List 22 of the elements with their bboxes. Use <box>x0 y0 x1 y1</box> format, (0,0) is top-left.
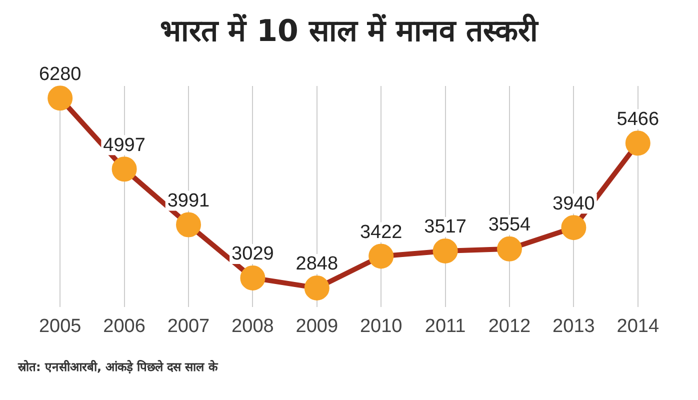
x-tick-label: 2007 <box>167 316 210 337</box>
text: स्रोत: एनसीआरबी, आंकड़े पिछले दस साल के <box>18 359 220 375</box>
x-tick-label: 2006 <box>103 316 146 337</box>
data-label: 3029 <box>232 244 274 265</box>
x-tick-label: 2009 <box>296 316 338 337</box>
data-label: 3940 <box>552 193 595 214</box>
x-tick-label: 2012 <box>488 316 531 337</box>
data-label: 3554 <box>488 214 532 236</box>
data-label: 3422 <box>360 222 402 243</box>
data-label: 4997 <box>103 134 146 156</box>
x-tick-label: 2011 <box>424 316 466 337</box>
data-label: 6280 <box>38 64 82 85</box>
x-tick-label: 2008 <box>232 316 274 337</box>
data-label: 5466 <box>616 108 660 130</box>
x-tick-label: 2010 <box>360 316 402 337</box>
x-tick-label: 2005 <box>38 316 82 337</box>
data-label: 3991 <box>167 190 210 212</box>
data-label: 2848 <box>296 254 338 275</box>
x-tick-label: 2013 <box>552 316 595 337</box>
data-label: 3517 <box>424 216 466 238</box>
chart-title: भारत में 10 साल में मानव तस्करी <box>158 12 540 51</box>
x-tick-label: 2014 <box>616 316 660 337</box>
